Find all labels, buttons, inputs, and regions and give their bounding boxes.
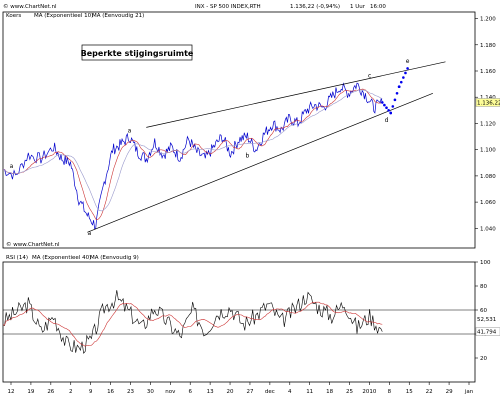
xtick-label: 19 <box>27 389 34 395</box>
wave-label-d: d <box>385 117 389 124</box>
projection-dot <box>391 105 395 108</box>
projection-dot <box>397 85 401 89</box>
xtick-label: 8 <box>388 389 392 395</box>
wave-label-b: b <box>246 153 250 160</box>
legend-rsi-item-2: MA (Eenvoudig 9) <box>90 255 139 261</box>
header-time: 16:00 <box>370 4 386 10</box>
rsi-ytick-label: 80 <box>480 284 487 290</box>
xtick-label: 6 <box>188 389 192 395</box>
projection-dot <box>383 103 386 107</box>
projection-dot <box>395 91 399 95</box>
xtick-label: nov <box>165 389 176 395</box>
legend-main-item-0: Koers <box>6 13 21 19</box>
projection-dot <box>402 76 405 79</box>
annotation-text: Beperkte stijgingsruimte <box>81 49 194 58</box>
price-ytick-label: 1.060 <box>480 200 496 206</box>
chartnet-credit-top: © www.ChartNet.nl <box>3 3 57 10</box>
last-value-box <box>475 98 500 107</box>
legend-main-item-2: MA (Eenvoudig 21) <box>92 13 144 19</box>
projection-dot <box>380 101 384 104</box>
rsi-ytick-label: 60 <box>480 308 487 314</box>
xtick-label: 4 <box>288 389 292 395</box>
rsi-ytick-label: 100 <box>480 260 491 266</box>
xtick-label: 22 <box>426 389 433 395</box>
rsi-last-label-2: 52,531 <box>477 317 496 323</box>
price-ytick-label: 1.120 <box>480 121 496 127</box>
price-line <box>2 82 383 230</box>
xtick-label: 25 <box>346 389 353 395</box>
rsi-last-box <box>475 327 500 336</box>
xtick-label: 18 <box>326 389 333 395</box>
price-ytick-label: 1.100 <box>480 148 496 154</box>
legend-main-item-1: MA (Exponentieel 10) <box>34 13 93 19</box>
xtick-label: 27 <box>246 389 253 395</box>
projection-dot <box>406 67 409 70</box>
rsi-ytick-label: 20 <box>480 356 487 362</box>
xtick-label: 20 <box>227 389 234 395</box>
xtick-label: 13 <box>207 389 214 395</box>
rsi-line <box>2 290 383 354</box>
xtick-label: 12 <box>8 389 15 395</box>
header-value: 1.136,22 (-0,94%) <box>290 4 340 10</box>
wave-label-bottom: a <box>88 230 92 237</box>
wave-label-e: e <box>406 58 410 65</box>
legend-rsi-item-1: MA (Exponentieel 40) <box>32 255 91 261</box>
price-ytick-label: 1.080 <box>480 174 496 180</box>
legend-rsi-item-0: RSI (14) <box>6 255 28 261</box>
rsi-ma-line <box>2 301 383 347</box>
chart-title: INX - SP 500 INDEX,RTH <box>195 4 261 10</box>
xtick-label: 26 <box>47 389 54 395</box>
xtick-label: 16 <box>107 389 114 395</box>
rsi-panel-frame <box>2 261 476 383</box>
projection-dot <box>399 80 403 84</box>
wave-label-c: c <box>368 73 371 80</box>
price-panel-frame <box>2 11 476 249</box>
trendline-0 <box>87 92 433 233</box>
projection-dot <box>389 111 393 115</box>
xtick-label: 9 <box>89 389 93 395</box>
ma-fast-line <box>2 88 383 220</box>
price-ytick-label: 1.200 <box>480 17 496 23</box>
wave-label-left: a <box>10 163 14 170</box>
chartnet-credit-bottom: © www.ChartNet.nl <box>6 241 60 248</box>
xtick-label: 29 <box>446 389 453 395</box>
projection-dot <box>385 106 388 110</box>
projection-dot <box>404 71 407 75</box>
projection-dot <box>387 109 390 112</box>
price-ytick-label: 1.040 <box>480 226 496 232</box>
price-ytick-label: 1.180 <box>480 43 496 49</box>
price-ytick-label: 1.160 <box>480 69 496 75</box>
xtick-label: 2010 <box>362 389 376 395</box>
rsi-last-label: 41,794 <box>477 330 497 336</box>
last-value-label: 1.136,22 <box>477 100 500 106</box>
annotation-box <box>81 44 193 61</box>
xtick-label: dec <box>265 389 275 395</box>
xtick-label: 30 <box>147 389 154 395</box>
wave-label-a: a <box>128 128 132 135</box>
xtick-label: 23 <box>127 389 134 395</box>
header-interval: 1 Uur <box>350 4 366 10</box>
xtick-label: 11 <box>306 389 313 395</box>
projection-dot <box>393 98 397 102</box>
xtick-label: 15 <box>406 389 413 395</box>
xtick-label: jan <box>464 389 474 395</box>
trendline-1 <box>146 61 446 128</box>
xtick-label: 2 <box>69 389 73 395</box>
ma-slow-line <box>2 89 383 212</box>
